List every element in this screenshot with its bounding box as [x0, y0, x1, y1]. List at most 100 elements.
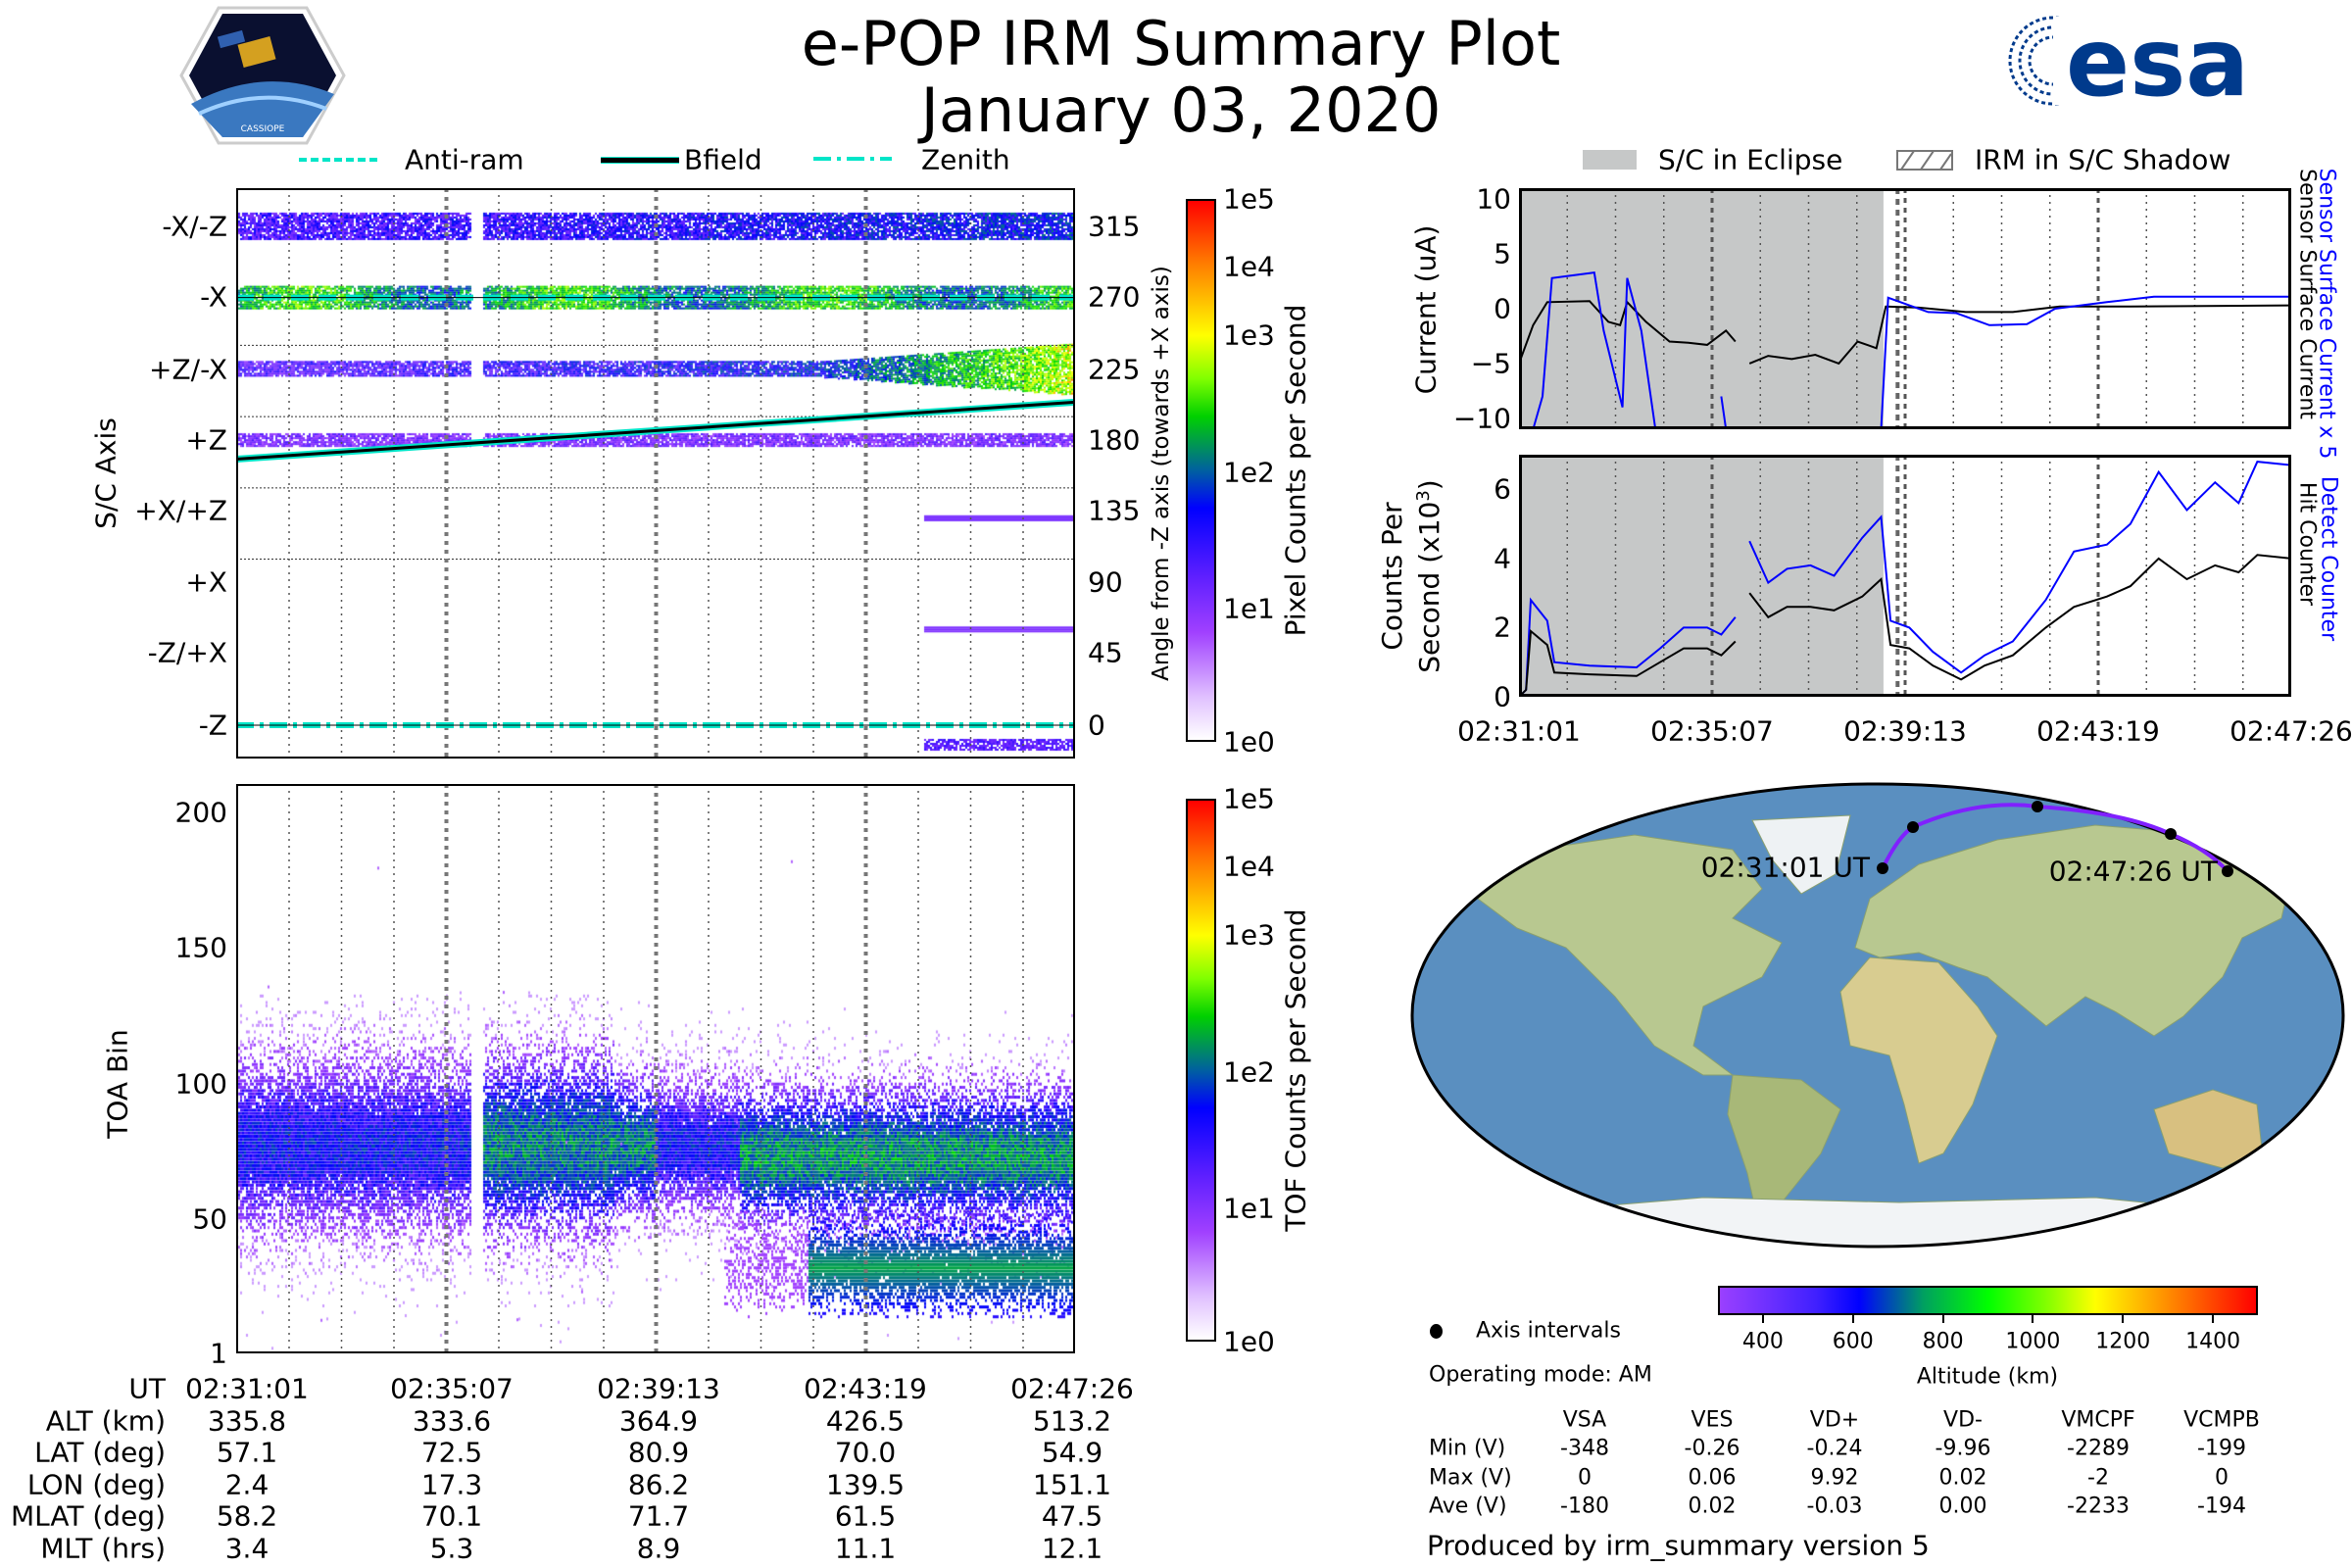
- ephemeris-cell: 11.1: [834, 1532, 897, 1564]
- counts-tick: 2: [1494, 611, 1511, 644]
- eclipse-region: [1519, 188, 1884, 429]
- figure-title: e-POP IRM Summary Plot: [801, 8, 1561, 79]
- altitude-tick: 400: [1741, 1329, 1784, 1354]
- zenith-legend-swatch: [813, 157, 892, 161]
- sc-axis-tick: +X/+Z: [134, 494, 227, 527]
- orbit-map: [1410, 782, 2345, 1249]
- axis-interval-point: [2222, 865, 2233, 877]
- sc-axis-tick: +Z: [185, 423, 227, 457]
- ephemeris-cell: 54.9: [1041, 1436, 1103, 1469]
- ephemeris-cell: 5.3: [429, 1532, 474, 1564]
- sc-axis-tick: -Z/+X: [147, 636, 227, 669]
- axis-interval-point: [2032, 801, 2043, 812]
- toa-tick: 100: [174, 1067, 227, 1101]
- counts-axis-label-text: Second (x10: [1413, 501, 1446, 673]
- ephemeris-cell: 17.3: [420, 1468, 483, 1500]
- pixel-colorbar-tick: 1e4: [1223, 250, 1275, 283]
- africa: [1839, 956, 1998, 1164]
- voltage-header: VD+: [1809, 1407, 1860, 1433]
- ephemeris-cell: 02:47:26: [1010, 1372, 1134, 1405]
- current-axis-label: Current (uA): [1409, 224, 1443, 395]
- time-tick: 02:35:07: [1650, 714, 1774, 748]
- ephemeris-cell: 71.7: [627, 1499, 690, 1533]
- voltage-cell: -194: [2197, 1494, 2246, 1519]
- voltage-header: VES: [1690, 1407, 1734, 1433]
- eurasia: [1854, 824, 2292, 1037]
- ephemeris-row-label: UT: [128, 1372, 166, 1405]
- voltage-cell: 0.02: [1938, 1465, 1987, 1490]
- ephemeris-cell: 70.0: [834, 1436, 897, 1469]
- voltage-cell: -2: [2087, 1465, 2109, 1490]
- antarctica: [1526, 1197, 2243, 1247]
- ephemeris-row-label: LON (deg): [26, 1468, 166, 1500]
- voltage-cell: -180: [1560, 1494, 1609, 1519]
- sc-axis-tick: -X/-Z: [162, 210, 227, 243]
- ephemeris-cell: 3.4: [224, 1532, 270, 1564]
- ephemeris-cell: 513.2: [1032, 1404, 1112, 1437]
- altitude-tick-mark: [2212, 1315, 2215, 1323]
- time-tick: 02:31:01: [1457, 714, 1581, 748]
- voltage-cell: -9.96: [1935, 1436, 1991, 1461]
- voltage-cell: 0: [2215, 1465, 2229, 1490]
- counts-tick: 6: [1494, 472, 1511, 506]
- altitude-tick: 1000: [2005, 1329, 2061, 1354]
- sc-axis-tick: -Z: [198, 709, 227, 742]
- sc-axis-tick: -X: [200, 280, 227, 314]
- current-tick: −10: [1452, 402, 1511, 435]
- tof-spectrogram-overlay: [288, 784, 1075, 1353]
- counts-tick: 0: [1494, 680, 1511, 713]
- chart-frame: [1519, 188, 2291, 429]
- axis-interval-point: [1907, 821, 1919, 833]
- ephemeris-cell: 72.5: [420, 1436, 483, 1469]
- current-tick: 10: [1476, 182, 1511, 216]
- altitude-tick-mark: [2032, 1315, 2034, 1323]
- ephemeris-cell: 86.2: [627, 1468, 690, 1500]
- tof-panel-frame: [236, 784, 1075, 1353]
- current-tick: 0: [1494, 292, 1511, 325]
- track-start-label: 02:31:01 UT: [1700, 851, 1870, 884]
- ephemeris-cell: 364.9: [618, 1404, 699, 1437]
- angle-tick: 45: [1088, 636, 1123, 669]
- ephemeris-row-label: LAT (deg): [34, 1436, 166, 1469]
- angle-tick: 225: [1088, 353, 1141, 386]
- tof-colorbar-tick: 1e5: [1223, 782, 1275, 815]
- ephemeris-cell: 426.5: [825, 1404, 906, 1437]
- voltage-header: VMCPF: [2061, 1407, 2135, 1433]
- greenland: [1751, 814, 1851, 895]
- voltage-cell: -0.03: [1806, 1494, 1863, 1519]
- sc-axis-label: S/C Axis: [89, 417, 122, 529]
- angle-tick: 0: [1088, 709, 1105, 742]
- voltage-cell: -199: [2197, 1436, 2246, 1461]
- bfield-legend-swatch: [601, 157, 679, 164]
- shadow-legend-swatch: [1896, 150, 1953, 171]
- angle-tick: 315: [1088, 210, 1141, 243]
- voltage-cell: 9.92: [1810, 1465, 1859, 1490]
- ephemeris-cell: 02:35:07: [390, 1372, 514, 1405]
- eclipse-legend-swatch: [1583, 150, 1637, 170]
- tof-colorbar-tick: 1e3: [1223, 918, 1275, 952]
- axis-interval-point: [2165, 828, 2177, 840]
- map-border: [1410, 782, 2345, 1249]
- counts-axis-label-line1: Counts Per: [1375, 502, 1408, 651]
- pixel-colorbar-tick: 1e1: [1223, 592, 1275, 625]
- ephemeris-cell: 47.5: [1041, 1499, 1103, 1533]
- ephemeris-cell: 02:43:19: [804, 1372, 927, 1405]
- chart-frame: [1519, 455, 2291, 697]
- voltage-cell: -348: [1560, 1436, 1609, 1461]
- toa-tick: 150: [174, 931, 227, 964]
- pixel-colorbar-tick: 1e5: [1223, 182, 1275, 216]
- voltage-header: VSA: [1562, 1407, 1607, 1433]
- ephemeris-cell: 61.5: [834, 1499, 897, 1533]
- counts-chart: [1519, 455, 2291, 697]
- voltage-cell: 0.06: [1688, 1465, 1737, 1490]
- voltage-row-label: Ave (V): [1429, 1494, 1507, 1519]
- voltage-header: VCMPB: [2183, 1407, 2260, 1433]
- ephemeris-cell: 333.6: [412, 1404, 492, 1437]
- tof-colorbar-tick: 1e4: [1223, 850, 1275, 883]
- time-tick: 02:47:26: [2230, 714, 2352, 748]
- axis-interval-marker-icon: [1430, 1324, 1443, 1339]
- ephemeris-cell: 02:31:01: [185, 1372, 309, 1405]
- legend-bfield: Bfield: [684, 143, 762, 176]
- ephemeris-cell: 58.2: [216, 1499, 278, 1533]
